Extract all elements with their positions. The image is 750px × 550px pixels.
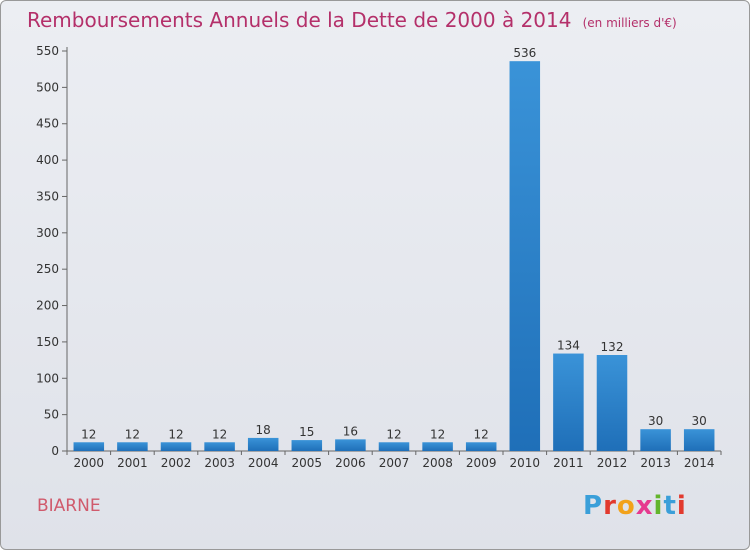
x-tick-label: 2006 [335,456,366,470]
bar [335,439,366,451]
data-label: 12 [430,427,445,441]
data-label: 12 [212,427,227,441]
data-label: 12 [168,427,183,441]
x-tick-label: 2007 [379,456,410,470]
chart-unit-text: (en milliers d'€) [582,16,677,30]
y-tick-label: 550 [36,44,59,58]
bar [596,355,628,451]
y-axis: 0 50 100 150 200 250 300 350 400 450 500 550 [36,44,68,458]
y-tick-label: 450 [36,117,59,131]
bar [509,61,541,451]
x-tick-label: 2005 [292,456,323,470]
x-tick-label: 2012 [597,456,628,470]
x-tick-label: 2011 [553,456,584,470]
bar [640,429,671,451]
bar [378,442,410,451]
bar [465,442,497,451]
x-tick-label: 2000 [74,456,105,470]
x-tick-label: 2010 [510,456,541,470]
logo-letter: t [663,491,677,521]
data-label: 536 [513,46,536,60]
x-tick-label: 2003 [204,456,235,470]
logo-letter: x [635,491,654,521]
bar [204,442,235,451]
data-label: 15 [299,425,314,439]
y-tick-label: 0 [51,444,59,458]
x-tick-label: 2004 [248,456,279,470]
logo-letter: i [653,491,664,521]
logo-letter: P [583,491,604,521]
x-tick-label: 2002 [161,456,192,470]
proxiti-logo: Proxiti [583,491,687,521]
bar [422,442,453,451]
y-tick-label: 300 [36,226,59,240]
y-tick-label: 400 [36,153,59,167]
logo-letter: i [676,491,687,521]
x-tick-label: 2013 [640,456,671,470]
logo-letter: r [603,491,617,521]
data-label: 16 [343,424,358,438]
bar [683,429,715,451]
y-tick-label: 500 [36,80,59,94]
y-tick-label: 250 [36,262,59,276]
x-tick-label: 2001 [117,456,148,470]
data-label: 12 [81,427,96,441]
data-label: 134 [557,339,580,353]
data-labels: 12 12 12 12 18 15 16 12 12 12 536 134 132 30 30 [81,46,707,441]
bar [117,442,148,451]
data-label: 12 [386,427,401,441]
bar [291,440,323,451]
data-label: 30 [648,414,663,428]
x-axis: 2000 2001 2002 2003 2004 2005 2006 2007 2008 2009… [66,450,722,470]
data-label: 30 [692,414,707,428]
bar [247,437,279,451]
x-tick-label: 2008 [422,456,453,470]
bars [73,61,715,451]
bar [160,442,192,451]
y-tick-label: 50 [44,408,59,422]
chart-title: Remboursements Annuels de la Dette de 20… [27,8,677,32]
y-tick-label: 200 [36,299,59,313]
data-label: 132 [601,340,624,354]
x-tick-label: 2014 [684,456,715,470]
data-label: 12 [125,427,140,441]
y-tick-label: 350 [36,189,59,203]
data-label: 12 [474,427,489,441]
bar [553,353,584,451]
y-tick-label: 150 [36,335,59,349]
logo-letter: o [616,491,636,521]
x-tick-label: 2009 [466,456,497,470]
data-label: 18 [256,423,271,437]
y-tick-label: 100 [36,371,59,385]
bar [73,442,105,451]
commune-name: BIARNE [37,496,101,516]
chart-title-text: Remboursements Annuels de la Dette de 20… [27,8,572,32]
